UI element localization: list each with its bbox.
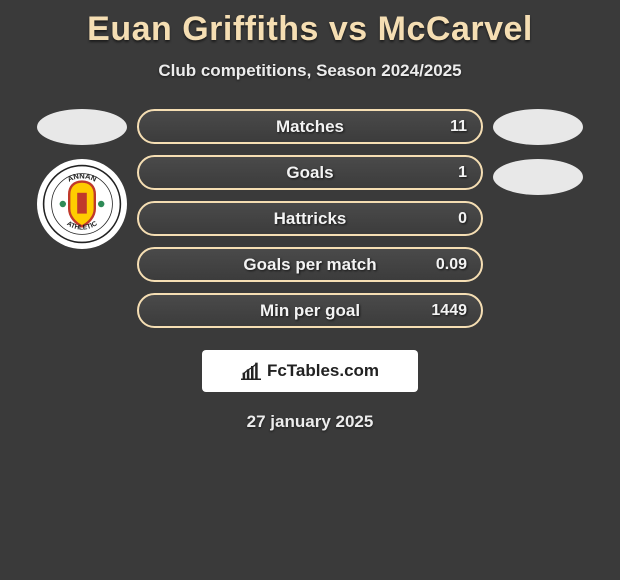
stat-label: Hattricks xyxy=(274,209,347,229)
branding-text: FcTables.com xyxy=(267,361,379,381)
stat-label: Min per goal xyxy=(260,301,360,321)
annan-athletic-badge-icon: ANNAN ATHLETIC xyxy=(42,164,122,244)
right-player-avatar-placeholder xyxy=(493,109,583,145)
stat-value-right: 11 xyxy=(450,118,467,136)
left-player-club-badge: ANNAN ATHLETIC xyxy=(37,159,127,249)
left-player-avatar-placeholder xyxy=(37,109,127,145)
stat-value-right: 0.09 xyxy=(436,256,467,274)
comparison-area: ANNAN ATHLETIC Matches 11 Goals 1 Hattri… xyxy=(0,109,620,328)
branding-banner: FcTables.com xyxy=(202,350,418,392)
infographic-root: Euan Griffiths vs McCarvel Club competit… xyxy=(0,0,620,580)
stat-row-mpg: Min per goal 1449 xyxy=(137,293,483,328)
right-player-club-placeholder xyxy=(493,159,583,195)
footer-date: 27 january 2025 xyxy=(247,412,374,432)
stat-column: Matches 11 Goals 1 Hattricks 0 Goals per… xyxy=(137,109,483,328)
page-title: Euan Griffiths vs McCarvel xyxy=(87,10,533,49)
stat-label: Matches xyxy=(276,117,344,137)
right-player-column xyxy=(483,109,593,328)
stat-label: Goals xyxy=(286,163,333,183)
stat-row-goals: Goals 1 xyxy=(137,155,483,190)
stat-value-right: 1449 xyxy=(431,302,467,320)
stat-value-right: 0 xyxy=(458,210,467,228)
stat-value-right: 1 xyxy=(458,164,467,182)
stat-row-matches: Matches 11 xyxy=(137,109,483,144)
left-player-column: ANNAN ATHLETIC xyxy=(27,109,137,328)
stat-row-hattricks: Hattricks 0 xyxy=(137,201,483,236)
bar-chart-icon xyxy=(241,362,261,380)
page-subtitle: Club competitions, Season 2024/2025 xyxy=(158,61,461,81)
stat-label: Goals per match xyxy=(243,255,376,275)
stat-row-gpm: Goals per match 0.09 xyxy=(137,247,483,282)
